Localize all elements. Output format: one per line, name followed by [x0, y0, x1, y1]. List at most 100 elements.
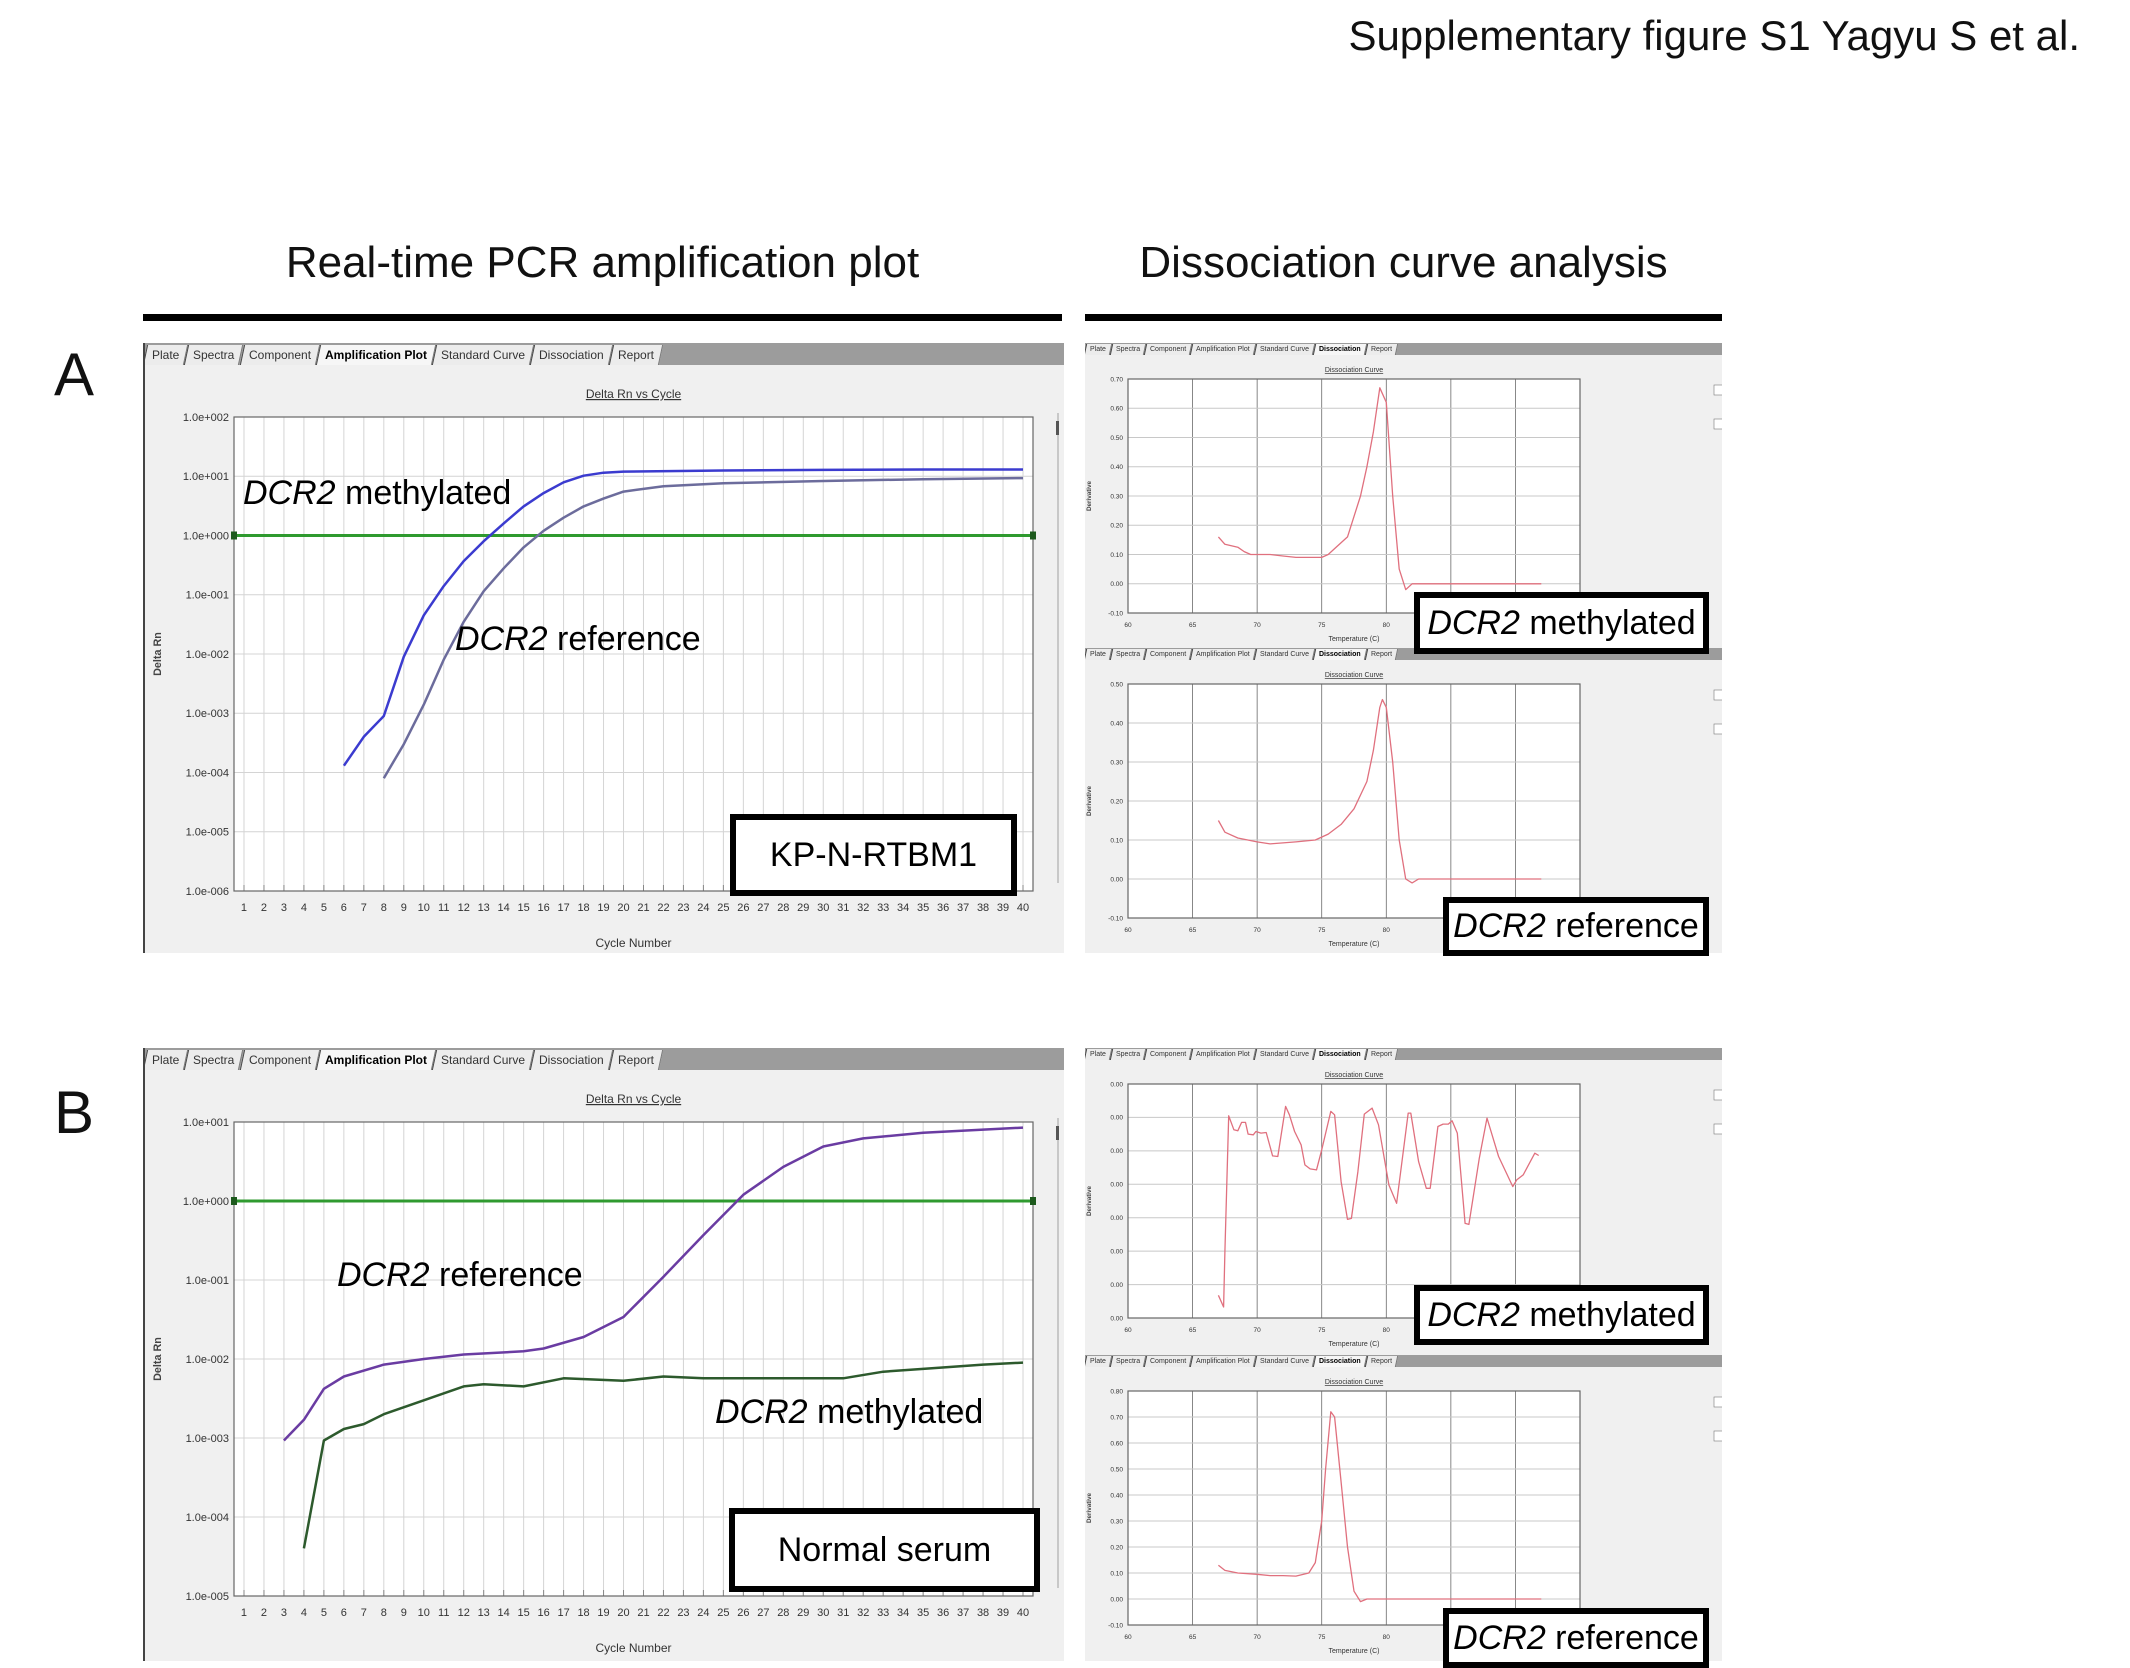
- tab-spectra[interactable]: Spectra: [1109, 1049, 1147, 1060]
- tab-report[interactable]: Report: [608, 1050, 663, 1070]
- tab-label: Dissociation: [1319, 1051, 1361, 1058]
- tab-spectra[interactable]: Spectra: [1109, 344, 1147, 355]
- tab-amplification-plot[interactable]: Amplification Plot: [1190, 344, 1257, 355]
- x-axis-label: Temperature (C): [1329, 636, 1380, 643]
- option-field[interactable]: [1713, 1123, 1722, 1135]
- x-tick-label: 8: [381, 1607, 387, 1619]
- option-field[interactable]: [1713, 723, 1722, 735]
- x-tick-label: 5: [321, 902, 327, 914]
- tab-dissociation[interactable]: Dissociation: [1312, 649, 1367, 660]
- tab-plate[interactable]: Plate: [1085, 344, 1113, 355]
- y-tick-label: 0.40: [1110, 720, 1123, 727]
- tab-standard-curve[interactable]: Standard Curve: [1253, 1049, 1316, 1060]
- y-tick-label: 0.00: [1110, 1248, 1123, 1255]
- tab-bar: Plate Spectra Component Amplification Plot S…: [1085, 343, 1722, 355]
- x-tick-label: 36: [937, 1607, 949, 1619]
- x-tick-label: 33: [877, 1607, 889, 1619]
- tab-label: Component: [1150, 1358, 1187, 1365]
- tab-label: Amplification Plot: [1196, 1358, 1250, 1365]
- tab-component[interactable]: Component: [1143, 1049, 1193, 1060]
- x-tick-label: 30: [817, 902, 829, 914]
- tab-report[interactable]: Report: [1364, 649, 1398, 660]
- tab-spectra[interactable]: Spectra: [1109, 1356, 1147, 1367]
- y-tick-label: 0.00: [1110, 1148, 1123, 1155]
- annotation-text: methylated: [335, 474, 512, 512]
- tab-plate[interactable]: Plate: [1085, 1356, 1113, 1367]
- x-tick-label: 60: [1124, 927, 1132, 934]
- tab-amplification-plot[interactable]: Amplification Plot: [1190, 1356, 1257, 1367]
- gene-name: DCR2: [1427, 1295, 1520, 1334]
- gene-name: DCR2: [455, 620, 548, 658]
- option-field[interactable]: [1713, 1396, 1722, 1408]
- tab-standard-curve[interactable]: Standard Curve: [1253, 344, 1316, 355]
- option-field[interactable]: [1713, 689, 1722, 701]
- tab-plate[interactable]: Plate: [145, 345, 189, 365]
- tab-report[interactable]: Report: [608, 345, 663, 365]
- threshold-handle[interactable]: [231, 1197, 237, 1205]
- y-tick-label: 0.30: [1110, 759, 1123, 766]
- plot-frame: [1127, 683, 1581, 919]
- tab-label: Report: [617, 1053, 654, 1067]
- annotation-text: methylated: [1519, 1295, 1696, 1334]
- threshold-handle[interactable]: [1030, 531, 1036, 540]
- option-field[interactable]: [1713, 384, 1722, 396]
- annotation-b-methylated: DCR2 methylated: [715, 1395, 983, 1429]
- tab-label: Component: [248, 348, 311, 362]
- y-tick-label: 0.10: [1110, 1570, 1123, 1577]
- x-tick-label: 75: [1318, 927, 1326, 934]
- tab-component[interactable]: Component: [239, 345, 320, 365]
- x-tick-label: 2: [261, 1607, 267, 1619]
- tab-plate[interactable]: Plate: [145, 1050, 189, 1070]
- y-tick-label: 1.0e+002: [183, 412, 229, 424]
- splitter-handle[interactable]: [1056, 421, 1059, 435]
- plot-frame: [1127, 1390, 1581, 1626]
- tab-amplification-plot[interactable]: Amplification Plot: [1190, 649, 1257, 660]
- tab-report[interactable]: Report: [1364, 1356, 1398, 1367]
- tab-dissociation[interactable]: Dissociation: [1312, 344, 1367, 355]
- threshold-handle[interactable]: [1030, 1197, 1036, 1205]
- option-field[interactable]: [1713, 1430, 1722, 1442]
- tab-spectra[interactable]: Spectra: [1109, 649, 1147, 660]
- tab-standard-curve[interactable]: Standard Curve: [1253, 1356, 1316, 1367]
- splitter-handle[interactable]: [1056, 1126, 1059, 1140]
- x-tick-label: 27: [757, 1607, 769, 1619]
- tab-standard-curve[interactable]: Standard Curve: [431, 1050, 534, 1070]
- x-tick-label: 65: [1189, 927, 1197, 934]
- option-field[interactable]: [1713, 1089, 1722, 1101]
- tab-amplification-plot[interactable]: Amplification Plot: [1190, 1049, 1257, 1060]
- plot-frame: [233, 1121, 1034, 1597]
- tab-amplification-plot[interactable]: Amplification Plot: [315, 345, 436, 365]
- y-tick-label: 0.00: [1110, 876, 1123, 883]
- tab-dissociation[interactable]: Dissociation: [529, 345, 613, 365]
- x-tick-label: 37: [957, 1607, 969, 1619]
- tab-standard-curve[interactable]: Standard Curve: [431, 345, 534, 365]
- x-tick-label: 19: [597, 902, 609, 914]
- tab-dissociation[interactable]: Dissociation: [529, 1050, 613, 1070]
- tab-spectra[interactable]: Spectra: [184, 345, 244, 365]
- x-tick-label: 13: [478, 1607, 490, 1619]
- tab-dissociation[interactable]: Dissociation: [1312, 1049, 1367, 1060]
- tab-plate[interactable]: Plate: [1085, 1049, 1113, 1060]
- tab-report[interactable]: Report: [1364, 344, 1398, 355]
- tab-amplification-plot[interactable]: Amplification Plot: [315, 1050, 436, 1070]
- x-tick-label: 2: [261, 902, 267, 914]
- tab-report[interactable]: Report: [1364, 1049, 1398, 1060]
- chart-title: Delta Rn vs Cycle: [586, 1092, 682, 1106]
- tab-label: Component: [1150, 1051, 1187, 1058]
- header-rule-right: [1085, 314, 1722, 321]
- x-tick-label: 30: [817, 1607, 829, 1619]
- tab-standard-curve[interactable]: Standard Curve: [1253, 649, 1316, 660]
- y-tick-label: 0.00: [1110, 1315, 1123, 1322]
- tab-component[interactable]: Component: [239, 1050, 320, 1070]
- option-field[interactable]: [1713, 418, 1722, 430]
- tab-dissociation[interactable]: Dissociation: [1312, 1356, 1367, 1367]
- tab-component[interactable]: Component: [1143, 649, 1193, 660]
- tab-label: Report: [1370, 346, 1392, 353]
- tab-plate[interactable]: Plate: [1085, 649, 1113, 660]
- tab-component[interactable]: Component: [1143, 1356, 1193, 1367]
- x-tick-label: 28: [777, 902, 789, 914]
- series-line: [302, 1361, 1024, 1549]
- tab-spectra[interactable]: Spectra: [184, 1050, 244, 1070]
- threshold-handle[interactable]: [231, 531, 237, 540]
- tab-component[interactable]: Component: [1143, 344, 1193, 355]
